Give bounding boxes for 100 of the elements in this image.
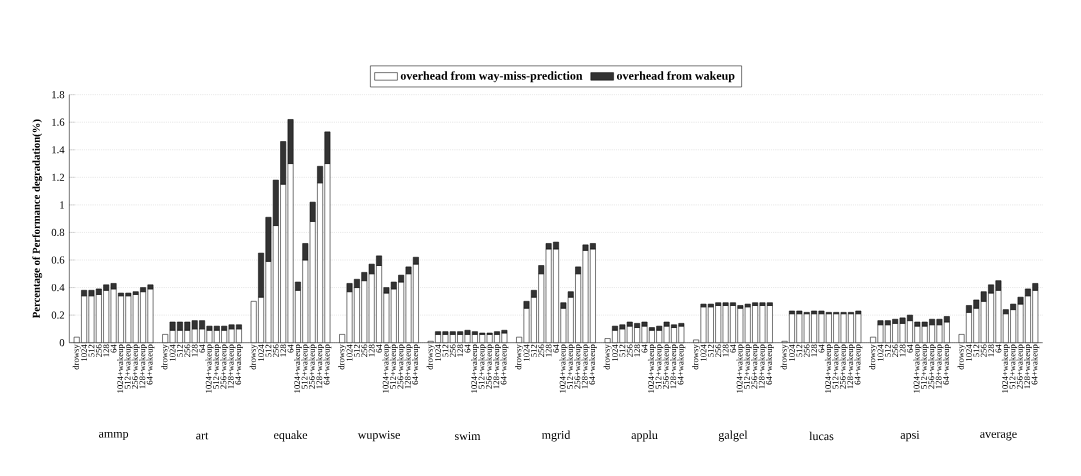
x-tick-label: 128: [811, 344, 818, 357]
text: mgrid: [541, 430, 571, 442]
x-tick-label: 64+wakeup: [677, 344, 686, 385]
x-tick-label: 256+wakeup: [1016, 344, 1025, 389]
text: apsi: [900, 430, 920, 442]
x-tick-label: 1024+wakeup: [294, 344, 302, 393]
x-tick-label: 256: [272, 344, 279, 357]
x-tick-label: drowsy: [780, 344, 789, 370]
x-tick-label: 512: [88, 344, 95, 357]
x-tick-label: 64: [199, 344, 205, 353]
x-tick-label: 128: [988, 344, 994, 357]
x-tick-label: 1024: [435, 344, 441, 361]
x-tick-label: 512: [442, 344, 449, 357]
text: equake: [274, 430, 308, 442]
x-tick-label: 1024+wakeup: [117, 344, 125, 393]
x-tick-label: 1024: [81, 344, 88, 361]
x-tick-label: 64+wakeup: [146, 344, 155, 385]
x-tick-label: 1024+wakeup: [736, 344, 745, 393]
y-tick-label: 0: [59, 339, 65, 347]
x-tick-label: 512+wakeup: [124, 344, 133, 389]
x-tick-label: 1024: [258, 344, 264, 361]
x-tick-label: 128+wakeup: [847, 344, 855, 389]
x-tick-label: 64: [287, 344, 294, 353]
x-tick-label: 128+wakeup: [1024, 344, 1032, 389]
x-tick-label: 128: [545, 344, 552, 357]
x-tick-label: 512: [707, 344, 714, 357]
x-tick-label: 64+wakeup: [854, 344, 863, 385]
y-tick-label: 0.8: [51, 228, 65, 237]
x-tick-label: drowsy: [603, 344, 612, 370]
x-tick-label: 256: [715, 344, 722, 357]
x-tick-label: 64: [818, 344, 825, 353]
x-tick-label: 128: [899, 344, 906, 357]
x-tick-label: 256+wakeup: [397, 344, 406, 389]
x-tick-label: 128: [280, 344, 287, 357]
x-tick-label: 256: [626, 344, 633, 357]
x-tick-label: drowsy: [249, 344, 258, 370]
y-tick-label: 0.6: [51, 256, 65, 264]
x-tick-label: drowsy: [338, 344, 347, 370]
x-tick-label: 512+wakeup: [212, 344, 221, 389]
x-tick-label: 256: [803, 344, 810, 357]
x-tick-label: drowsy: [957, 344, 966, 370]
x-tick-label: 128: [368, 344, 375, 357]
x-tick-label: 128+wakeup: [227, 344, 236, 389]
x-tick-label: 256+wakeup: [220, 344, 229, 389]
x-tick-label: 128: [634, 344, 641, 357]
text: art: [196, 432, 209, 440]
x-tick-label: 256: [892, 344, 899, 357]
x-tick-label: 512: [884, 344, 891, 357]
x-tick-label: 512+wakeup: [920, 344, 929, 389]
x-tick-label: drowsy: [869, 344, 878, 370]
x-tick-label: 64+wakeup: [942, 344, 951, 385]
y-tick-label: 0.2: [51, 311, 65, 319]
x-tick-label: drowsy: [692, 344, 701, 370]
x-tick-label: 512: [177, 344, 183, 357]
x-tick-label: 256+wakeup: [928, 344, 936, 389]
x-tick-label: 256: [980, 344, 987, 357]
text: swim: [455, 431, 481, 441]
x-tick-label: 512+wakeup: [566, 344, 575, 389]
x-tick-label: 1024: [700, 344, 707, 361]
x-tick-label: 1024+wakeup: [382, 344, 391, 393]
x-tick-label: 64+wakeup: [500, 344, 509, 385]
legend-label: overhead from wakeup: [616, 71, 735, 83]
x-tick-label: 64+wakeup: [235, 344, 243, 385]
x-tick-label: 128+wakeup: [404, 344, 413, 389]
y-axis-title: Percentage of Performance degradation(%): [32, 119, 43, 319]
text: applu: [631, 430, 658, 442]
x-tick-label: 512+wakeup: [1009, 344, 1018, 389]
x-tick-label: 1024: [789, 344, 795, 361]
x-tick-label: 128+wakeup: [316, 344, 324, 389]
x-tick-label: 512: [265, 344, 272, 357]
x-tick-label: 512+wakeup: [743, 344, 752, 389]
x-tick-label: 64: [376, 344, 382, 353]
x-tick-label: 256+wakeup: [751, 344, 760, 389]
x-tick-label: 256+wakeup: [839, 344, 848, 389]
x-tick-label: 64: [995, 344, 1002, 353]
text: ammp: [99, 431, 129, 441]
x-tick-label: 1024+wakeup: [559, 344, 568, 393]
x-tick-label: 256: [361, 344, 368, 357]
x-tick-label: 128+wakeup: [935, 344, 944, 389]
y-tick-label: 1.4: [52, 146, 65, 154]
text: average: [980, 431, 1017, 441]
x-tick-label: 1024+wakeup: [470, 344, 479, 393]
x-tick-label: 256: [449, 344, 456, 357]
x-tick-label: 1024: [877, 344, 884, 361]
x-tick-label: 64+wakeup: [411, 344, 420, 385]
x-tick-label: 256+wakeup: [662, 344, 671, 389]
x-tick-label: 128+wakeup: [670, 344, 678, 389]
y-tick-label: 0.4: [51, 283, 65, 292]
x-tick-label: 128: [722, 344, 729, 357]
x-tick-label: 512: [619, 344, 626, 357]
x-tick-label: 512+wakeup: [478, 344, 487, 389]
text: lucas: [809, 431, 834, 441]
x-tick-label: 128: [191, 344, 198, 357]
x-tick-label: 512: [973, 344, 980, 357]
x-tick-label: 64: [110, 344, 117, 353]
x-tick-label: 64+wakeup: [1031, 344, 1040, 385]
x-tick-label: 1024+wakeup: [913, 344, 922, 393]
x-tick-label: 512+wakeup: [655, 344, 664, 389]
x-tick-label: 1024+wakeup: [824, 344, 833, 393]
x-tick-label: 128: [457, 344, 464, 357]
